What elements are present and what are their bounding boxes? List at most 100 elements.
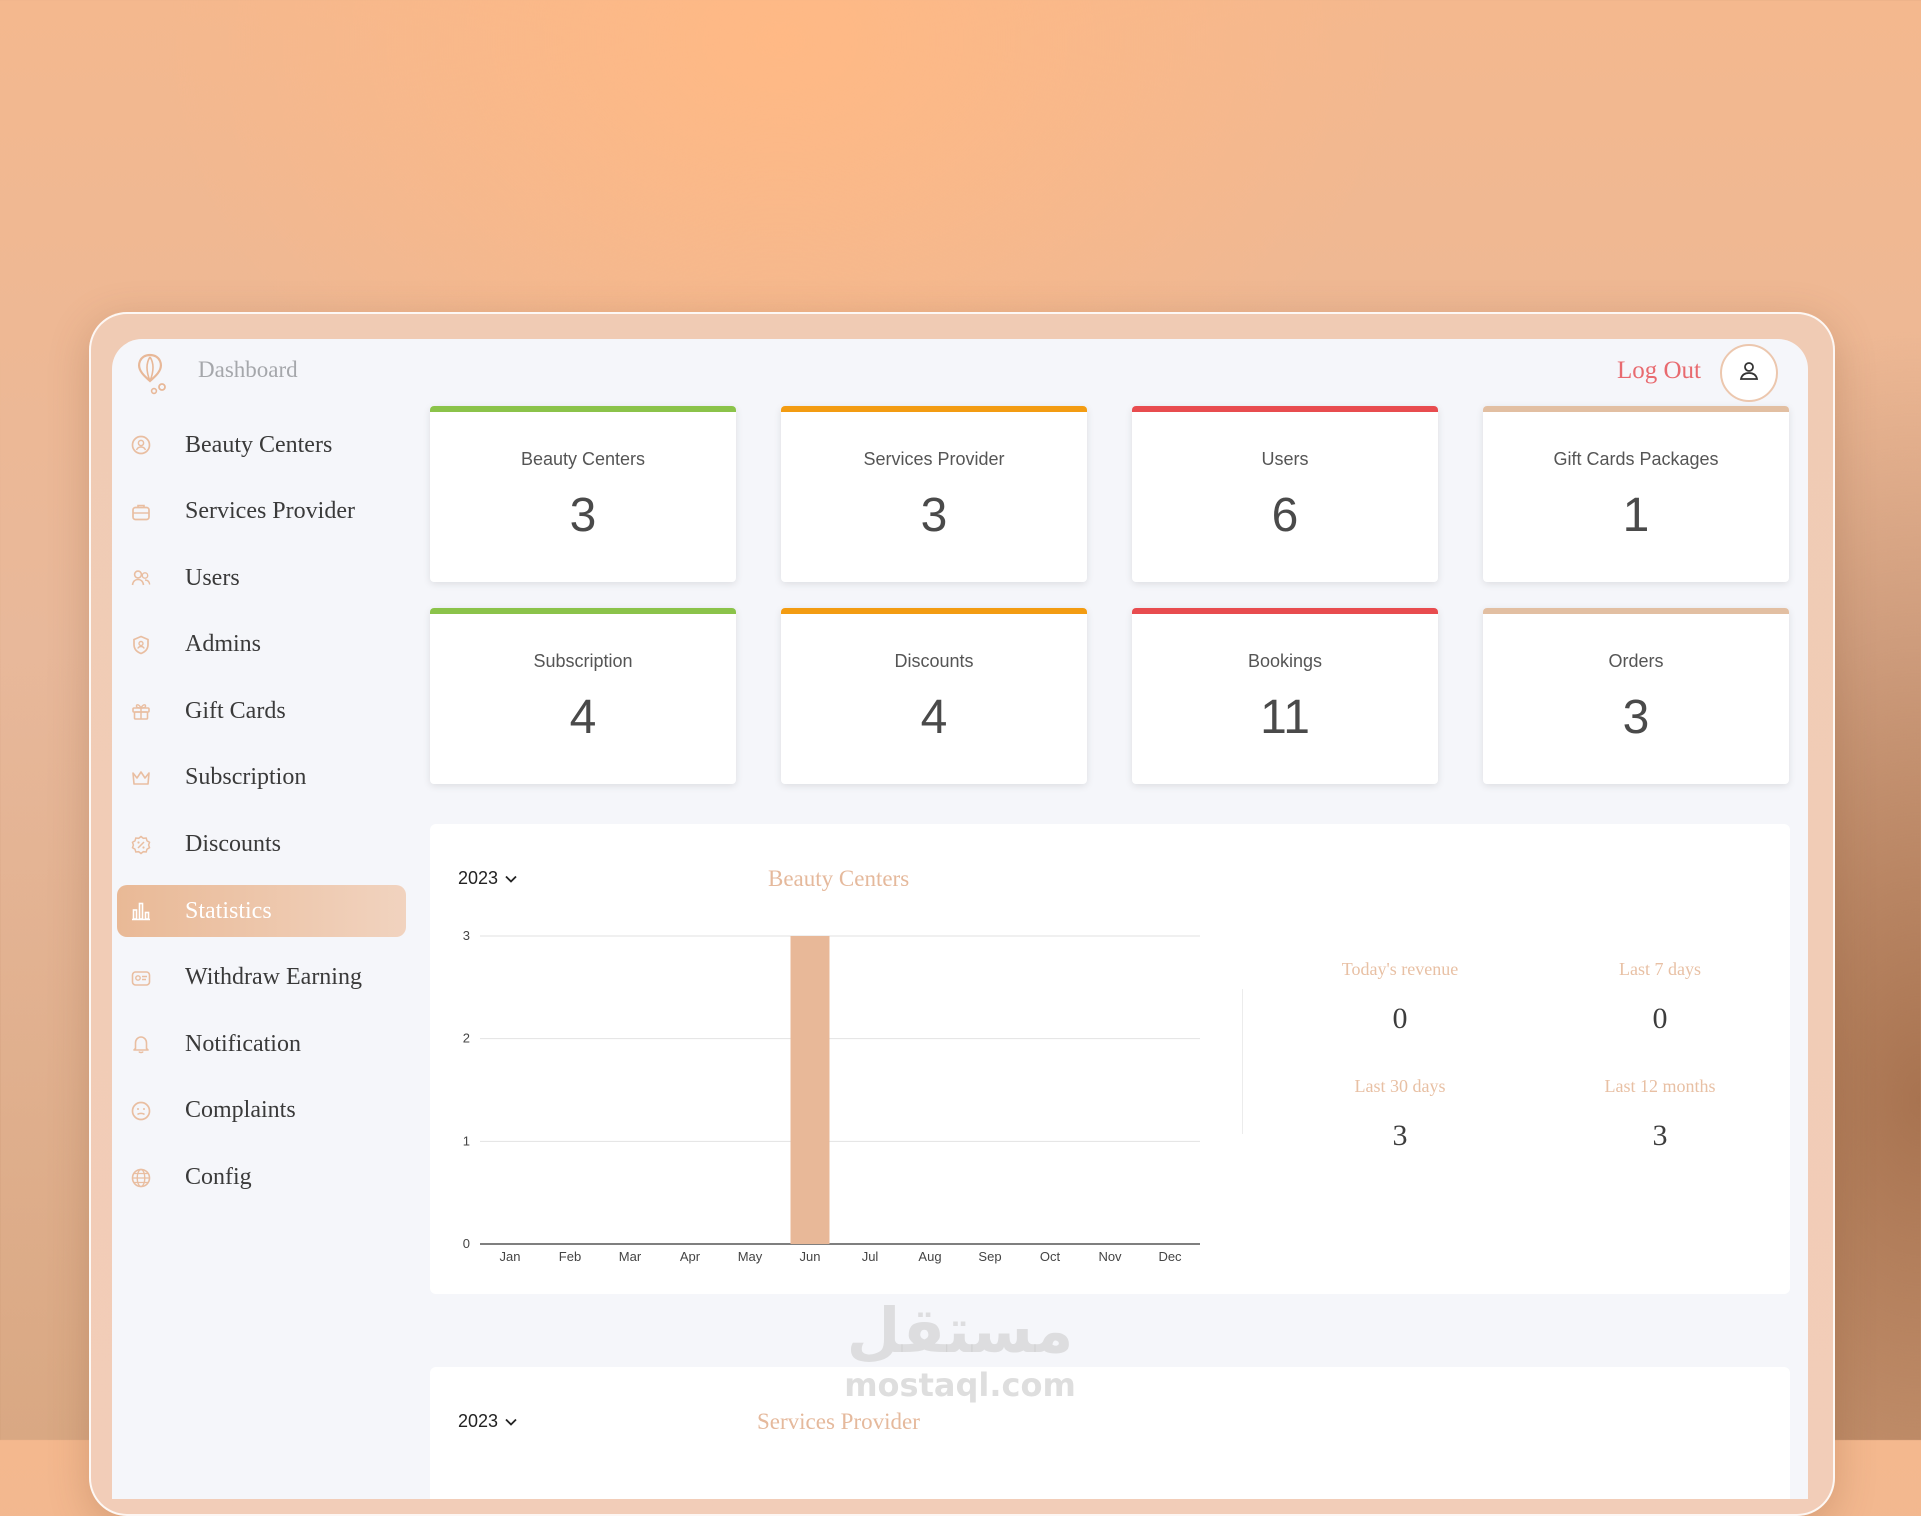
x-tick-label: Aug	[918, 1249, 941, 1264]
x-tick-label: Feb	[559, 1249, 581, 1264]
sidebar-item-discounts[interactable]: Discounts	[117, 819, 406, 871]
beauty-centers-bar-chart: 0 1 2 3 Jan Feb Mar Apr May Jun Jul Aug Sep Oct Nov Dec	[463, 928, 1200, 1264]
sidebar-item-gift-cards[interactable]: Gift Cards	[117, 685, 406, 737]
year-value: 2023	[458, 868, 499, 888]
card-value: 6	[1271, 489, 1299, 542]
card-label: Gift Cards Packages	[1553, 449, 1719, 469]
y-tick-label: 2	[463, 1031, 470, 1046]
bell-icon	[129, 1032, 153, 1056]
gift-icon	[129, 699, 153, 723]
users-icon	[129, 566, 153, 590]
card-label: Orders	[1608, 651, 1664, 671]
sidebar-item-label: Notification	[185, 1030, 301, 1057]
sidebar-item-statistics[interactable]: Statistics	[117, 885, 406, 938]
card-label: Subscription	[533, 651, 633, 671]
stat-value: 0	[1652, 1002, 1668, 1035]
x-tick-label: Mar	[619, 1249, 642, 1264]
chevron-down-icon	[504, 868, 518, 889]
x-tick-label: Jul	[862, 1249, 879, 1264]
sidebar-item-label: Beauty Centers	[185, 431, 333, 458]
admin-shield-icon	[129, 633, 153, 657]
card-value: 3	[569, 489, 597, 542]
stat-card-gift-cards-packages[interactable]: Gift Cards Packages 1	[1483, 406, 1789, 582]
card-value: 4	[569, 691, 597, 744]
card-label: Services Provider	[863, 449, 1005, 469]
panel-title: Services Provider	[757, 1409, 920, 1434]
card-accent-bar	[1132, 608, 1438, 614]
user-icon	[1738, 360, 1760, 387]
sidebar-item-config[interactable]: Config	[117, 1152, 406, 1204]
sidebar: Beauty Centers Services Provider Users A…	[112, 419, 412, 1218]
sidebar-item-subscription[interactable]: Subscription	[117, 752, 406, 804]
bar-chart-icon	[129, 899, 153, 923]
card-value: 4	[920, 691, 948, 744]
card-accent-bar	[1483, 406, 1789, 412]
x-tick-label: Nov	[1098, 1249, 1122, 1264]
globe-icon	[129, 1166, 153, 1190]
card-value: 11	[1260, 691, 1310, 744]
x-tick-label: Sep	[978, 1249, 1001, 1264]
stat-card-services-provider[interactable]: Services Provider 3	[781, 406, 1087, 582]
stat-card-discounts[interactable]: Discounts 4	[781, 608, 1087, 784]
sidebar-item-label: Statistics	[185, 897, 272, 924]
year-value: 2023	[458, 1411, 499, 1431]
stat-card-beauty-centers[interactable]: Beauty Centers 3	[430, 406, 736, 582]
card-label: Users	[1261, 449, 1309, 469]
sidebar-item-label: Gift Cards	[185, 697, 286, 724]
sidebar-item-label: Admins	[185, 631, 262, 658]
year-select[interactable]: 2023	[458, 1411, 518, 1432]
services-provider-panel: 2023 Services Provider	[430, 1367, 1790, 1499]
sidebar-item-complaints[interactable]: Complaints	[117, 1085, 406, 1137]
x-tick-label: Oct	[1040, 1249, 1061, 1264]
stat-last-7-days: Last 7 days 0	[1540, 959, 1780, 1036]
stat-card-orders[interactable]: Orders 3	[1483, 608, 1789, 784]
sidebar-item-label: Subscription	[185, 764, 307, 791]
card-value: 3	[920, 489, 948, 542]
complaint-icon	[129, 1099, 153, 1123]
chevron-down-icon	[504, 1411, 518, 1432]
x-tick-label: Dec	[1158, 1249, 1182, 1264]
sidebar-item-label: Users	[185, 564, 240, 591]
sidebar-item-beauty-centers[interactable]: Beauty Centers	[117, 419, 406, 471]
logout-button[interactable]: Log Out	[1616, 357, 1701, 384]
stat-label: Today's revenue	[1341, 959, 1459, 979]
wallet-icon	[129, 966, 153, 990]
y-tick-label: 3	[463, 928, 470, 943]
stat-last-12-months: Last 12 months 3	[1540, 1076, 1780, 1153]
stat-value: 3	[1652, 1119, 1668, 1152]
card-label: Beauty Centers	[520, 449, 646, 469]
stat-card-users[interactable]: Users 6	[1132, 406, 1438, 582]
stat-value: 3	[1392, 1119, 1408, 1152]
crown-icon	[129, 766, 153, 790]
chart-bar	[790, 936, 830, 1244]
sidebar-item-label: Complaints	[185, 1097, 296, 1124]
sidebar-item-admins[interactable]: Admins	[117, 619, 406, 671]
x-tick-label: Jan	[500, 1249, 521, 1264]
y-tick-label: 1	[463, 1133, 470, 1148]
stat-label: Last 7 days	[1619, 959, 1701, 979]
dashboard-app: Dashboard Log Out Beauty Centers Service…	[112, 339, 1808, 1499]
card-accent-bar	[430, 406, 736, 412]
sidebar-item-withdraw-earning[interactable]: Withdraw Earning	[117, 952, 406, 1004]
balloon-logo-icon	[130, 351, 170, 395]
sidebar-item-notification[interactable]: Notification	[117, 1018, 406, 1070]
panel-title: Beauty Centers	[768, 866, 910, 891]
sidebar-item-label: Config	[185, 1164, 252, 1191]
stat-card-bookings[interactable]: Bookings 11	[1132, 608, 1438, 784]
x-tick-label: Apr	[680, 1249, 701, 1264]
x-tick-label: May	[738, 1249, 763, 1264]
sidebar-item-users[interactable]: Users	[117, 552, 406, 604]
sidebar-item-label: Services Provider	[185, 498, 355, 525]
card-value: 3	[1622, 691, 1650, 744]
sidebar-item-label: Withdraw Earning	[185, 964, 362, 991]
stat-label: Last 12 months	[1604, 1076, 1716, 1096]
sidebar-item-services-provider[interactable]: Services Provider	[117, 486, 406, 538]
card-value: 1	[1622, 489, 1650, 542]
stat-value: 0	[1392, 1002, 1408, 1035]
card-label: Bookings	[1247, 651, 1323, 671]
year-select[interactable]: 2023	[458, 868, 518, 889]
stat-card-subscription[interactable]: Subscription 4	[430, 608, 736, 784]
avatar-button[interactable]	[1720, 344, 1778, 402]
page-title[interactable]: Dashboard	[198, 357, 298, 382]
stat-last-30-days: Last 30 days 3	[1280, 1076, 1520, 1153]
